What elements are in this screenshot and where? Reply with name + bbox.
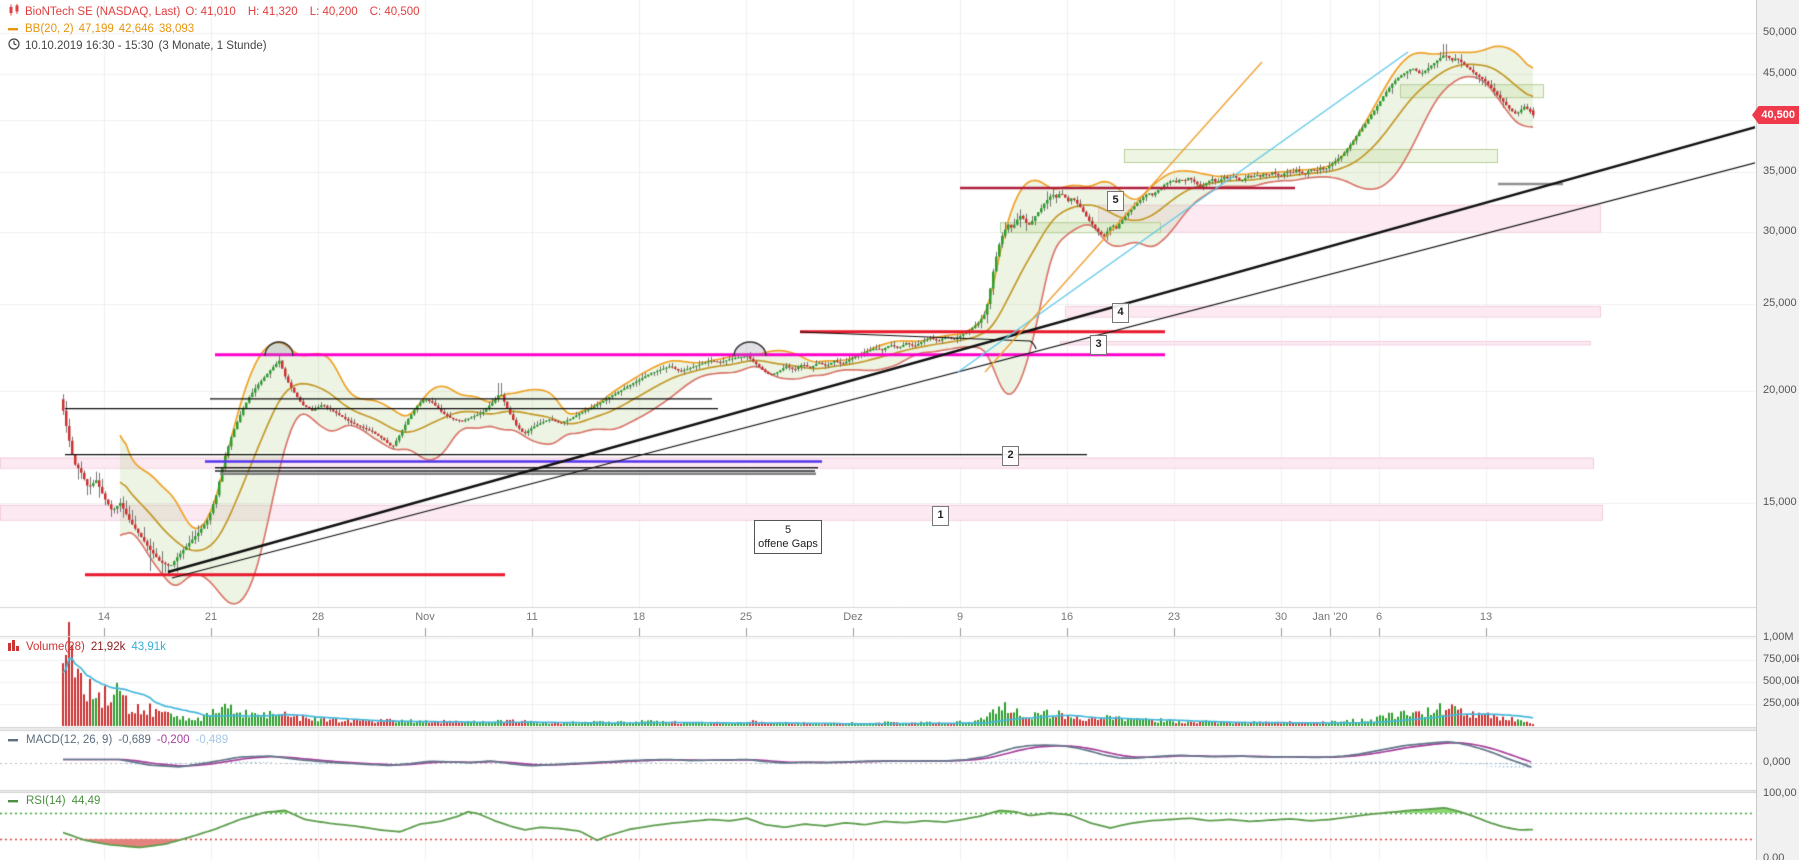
price-axis-label: 45,000: [1763, 67, 1797, 80]
time-axis-label: 23: [1167, 611, 1181, 623]
volume-axis-label: 750,00k: [1763, 653, 1799, 665]
open-gaps-text: offene Gaps: [758, 538, 818, 550]
time-axis-label: 6: [1375, 611, 1383, 623]
time-axis-label: 30: [1274, 611, 1288, 623]
price-axis-label: 35,000: [1763, 165, 1797, 178]
time-axis-label: 11: [526, 611, 538, 623]
time-axis-label: 16: [1060, 611, 1074, 623]
time-axis-label: 18: [632, 611, 646, 623]
gap-marker-box[interactable]: 2: [1002, 446, 1019, 466]
time-axis-label: Jan '20: [1312, 611, 1348, 623]
gap-marker-box[interactable]: 5: [1107, 191, 1124, 211]
open-gaps-count: 5: [784, 524, 792, 536]
gap-marker-box[interactable]: 1: [932, 506, 949, 526]
gap-marker-box[interactable]: 4: [1112, 303, 1129, 323]
time-axis-label: 14: [97, 611, 111, 623]
open-gaps-annotation[interactable]: 5 offene Gaps: [754, 520, 822, 554]
macd-axis-label: 0,000: [1763, 756, 1791, 768]
price-axis-label: 50,000: [1763, 26, 1797, 38]
rsi-axis-label: 100,00: [1763, 786, 1797, 799]
volume-axis-label: 1,00M: [1763, 631, 1794, 643]
rsi-axis-label: 0,00: [1763, 851, 1785, 860]
time-axis-label: Nov: [415, 611, 435, 623]
time-axis-label: 21: [204, 611, 218, 623]
price-axis-label: 15,000: [1763, 496, 1797, 509]
price-axis-label: 55,000: [1763, 0, 1797, 1]
price-axis-label: 25,000: [1763, 296, 1797, 309]
price-axis-label: 30,000: [1763, 225, 1797, 238]
volume-axis-label: 500,00k: [1763, 675, 1799, 687]
time-axis-label: 28: [311, 611, 325, 623]
gap-marker-box[interactable]: 3: [1090, 335, 1107, 355]
time-axis-label: Dez: [843, 611, 863, 623]
price-axis[interactable]: 55,000 50,000 45,000 35,000 30,000 25,000 20,0…: [1756, 0, 1799, 860]
time-axis-label: 9: [956, 611, 964, 623]
time-axis-label: 25: [739, 611, 753, 623]
time-axis-label: 13: [1479, 611, 1493, 623]
price-axis-label: 20,000: [1763, 383, 1797, 396]
volume-axis-label: 250,00k: [1763, 697, 1799, 709]
last-price-tag: 40,500: [1752, 106, 1799, 124]
time-axis[interactable]: 14 21 28 Nov 11 18 25 Dez 9 16 23 30 Jan '20 6 13: [0, 608, 1756, 636]
